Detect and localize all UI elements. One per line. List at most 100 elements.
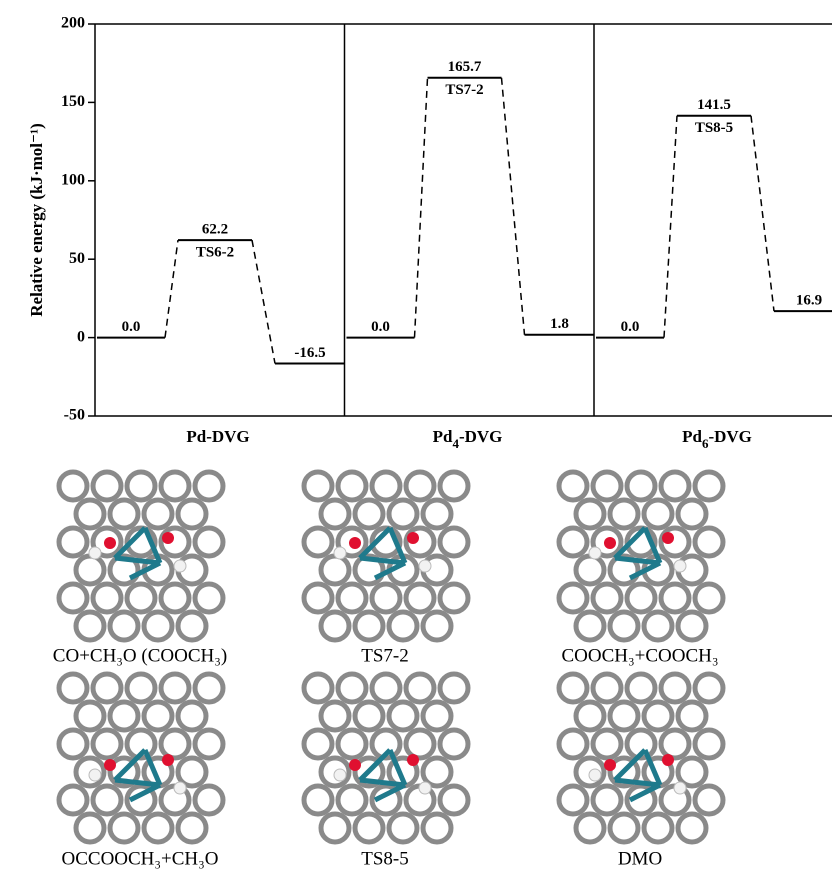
ring — [389, 702, 417, 730]
ring — [559, 584, 587, 612]
ring — [559, 786, 587, 814]
o-atom — [662, 532, 674, 544]
ring — [406, 584, 434, 612]
ring — [304, 730, 332, 758]
ring — [110, 500, 138, 528]
ring — [678, 814, 706, 842]
value-label: 0.0 — [122, 319, 141, 335]
ring — [695, 472, 723, 500]
ring — [178, 702, 206, 730]
ring — [389, 612, 417, 640]
ring — [440, 786, 468, 814]
ring — [610, 612, 638, 640]
panel-label: Pd6-DVG — [682, 427, 752, 452]
h-atom — [174, 782, 186, 794]
y-tick-label: -50 — [64, 407, 85, 424]
ring — [627, 584, 655, 612]
ring — [661, 472, 689, 500]
ring — [678, 500, 706, 528]
ring — [338, 786, 366, 814]
ring — [321, 500, 349, 528]
h-atom — [419, 782, 431, 794]
chart: Relative energy (kJ·mol⁻¹) -500501001502… — [0, 0, 832, 881]
structure-image — [59, 674, 223, 842]
ring — [161, 730, 189, 758]
h-atom — [334, 769, 346, 781]
ring — [355, 814, 383, 842]
value-label: 0.0 — [621, 319, 640, 335]
ring — [76, 702, 104, 730]
o-atom — [407, 754, 419, 766]
ring — [195, 786, 223, 814]
ring — [661, 674, 689, 702]
ts-label: TS7-2 — [445, 82, 483, 98]
structure-image — [559, 472, 723, 640]
h-atom — [89, 769, 101, 781]
ring — [76, 814, 104, 842]
ring — [321, 702, 349, 730]
ring — [593, 584, 621, 612]
ring — [559, 730, 587, 758]
o-atom — [349, 537, 361, 549]
ring — [76, 556, 104, 584]
ring — [195, 730, 223, 758]
ring — [161, 584, 189, 612]
ring — [144, 500, 172, 528]
structure-image — [559, 674, 723, 842]
ring — [661, 584, 689, 612]
y-tick-label: 0 — [77, 328, 85, 345]
ring — [321, 556, 349, 584]
ring — [304, 528, 332, 556]
ring — [93, 730, 121, 758]
ring — [695, 528, 723, 556]
ring — [93, 786, 121, 814]
ring — [678, 612, 706, 640]
ring — [440, 730, 468, 758]
ring — [695, 674, 723, 702]
page: {"chart_data": {"type": "energy-profile"… — [0, 0, 832, 881]
ring — [576, 612, 604, 640]
ring — [695, 730, 723, 758]
o-atom — [604, 759, 616, 771]
value-label: 0.0 — [371, 319, 390, 335]
ring — [93, 674, 121, 702]
o-atom — [349, 759, 361, 771]
ring — [576, 702, 604, 730]
o-atom — [162, 532, 174, 544]
ring — [627, 472, 655, 500]
ring — [144, 612, 172, 640]
ring — [576, 814, 604, 842]
o-atom — [407, 532, 419, 544]
y-axis-title: Relative energy (kJ·mol⁻¹) — [27, 123, 46, 316]
h-atom — [334, 547, 346, 559]
ring — [423, 814, 451, 842]
value-label: 165.7 — [448, 59, 482, 75]
ring — [195, 472, 223, 500]
ring — [678, 702, 706, 730]
ring — [644, 702, 672, 730]
structure-caption: TS8-5 — [361, 848, 409, 869]
ring — [144, 702, 172, 730]
h-atom — [674, 782, 686, 794]
ring — [110, 814, 138, 842]
ring — [338, 472, 366, 500]
ts-label: TS6-2 — [196, 245, 234, 261]
ring — [59, 472, 87, 500]
value-label: 1.8 — [550, 316, 569, 332]
ring — [559, 528, 587, 556]
ring — [338, 730, 366, 758]
ring — [195, 674, 223, 702]
ring — [59, 786, 87, 814]
ring — [440, 472, 468, 500]
ring — [593, 730, 621, 758]
y-tick-label: 100 — [61, 171, 85, 188]
ring — [338, 584, 366, 612]
ring — [178, 758, 206, 786]
h-atom — [674, 560, 686, 572]
ring — [423, 500, 451, 528]
ring — [304, 472, 332, 500]
ring — [372, 674, 400, 702]
ring — [59, 528, 87, 556]
y-tick-label: 50 — [69, 250, 85, 267]
ring — [321, 612, 349, 640]
